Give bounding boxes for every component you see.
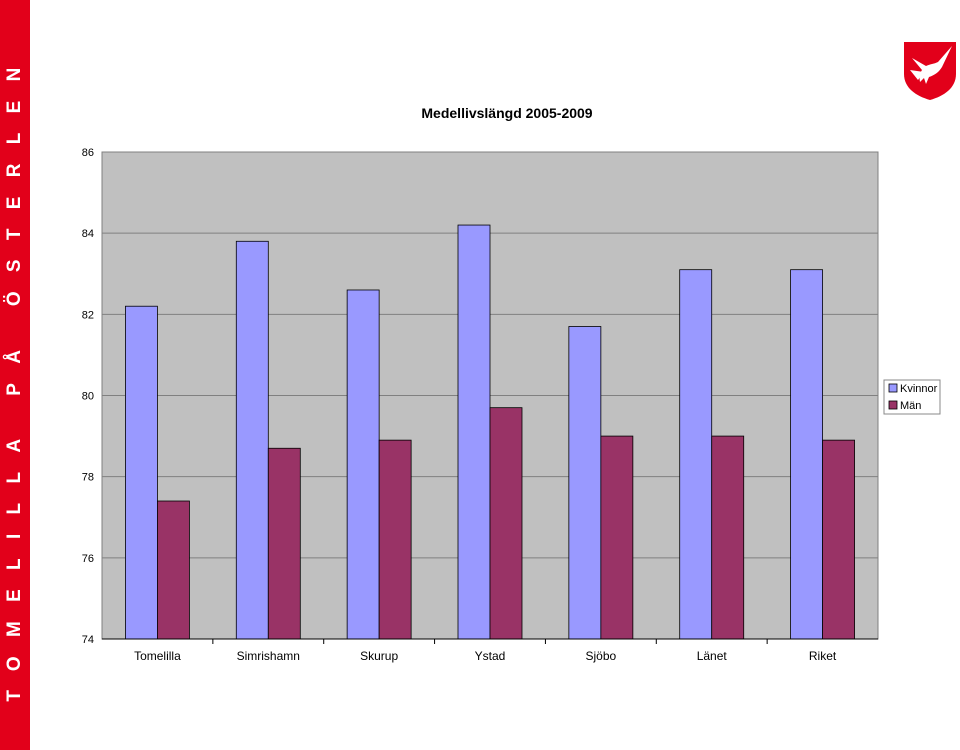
bar-man-skurup <box>378 439 412 640</box>
chart-title: Medellivslängd 2005-2009 <box>421 105 592 121</box>
sidebar-band: TOMELILLA PÅ ÖSTERLEN <box>0 0 30 750</box>
y-tick-label: 78 <box>82 472 94 484</box>
bar-man-sjöbo <box>600 435 634 640</box>
bar-kvinnor-riket <box>790 269 823 640</box>
x-axis-labels: Tomelilla Simrishamn Skurup Ystad Sjöbo Länet… <box>134 639 837 663</box>
legend-label-kvinnor: Kvinnor <box>900 383 938 395</box>
x-tick-label: Länet <box>697 649 728 663</box>
bars <box>125 224 855 640</box>
bar-man-riket <box>822 439 855 640</box>
bar-man-länet <box>711 435 745 640</box>
bar-kvinnor-ystad <box>457 224 491 640</box>
x-tick-label: Ystad <box>475 649 506 663</box>
x-tick-label: Tomelilla <box>134 649 181 663</box>
x-tick-label: Skurup <box>360 649 398 663</box>
y-tick-label: 82 <box>82 309 94 321</box>
y-tick-label: 76 <box>82 553 94 565</box>
x-tick-label: Riket <box>809 649 837 663</box>
bar-kvinnor-sjöbo <box>568 326 602 640</box>
y-tick-label: 74 <box>82 634 94 646</box>
kite-wing-shape <box>910 70 924 80</box>
bar-man-ystad <box>489 407 523 640</box>
bar-kvinnor-skurup <box>346 289 380 640</box>
legend-swatch-man <box>888 400 898 410</box>
x-tick-label: Sjöbo <box>586 649 617 663</box>
bar-kvinnor-tomelilla <box>125 305 158 640</box>
x-tick-label: Simrishamn <box>237 649 300 663</box>
red-kite-shield-icon <box>904 42 956 100</box>
y-tick-label: 80 <box>82 391 94 403</box>
y-tick-label: 84 <box>82 228 94 240</box>
y-axis-ticks: 74 76 78 80 82 84 86 <box>82 147 94 646</box>
legend: Kvinnor Män <box>883 379 941 415</box>
bar-man-simrishamn <box>267 447 301 640</box>
y-tick-label: 86 <box>82 147 94 159</box>
bar-man-tomelilla <box>157 500 190 640</box>
bar-kvinnor-länet <box>679 269 713 640</box>
bar-kvinnor-simrishamn <box>235 240 269 640</box>
legend-swatch-kvinnor <box>888 383 898 393</box>
legend-label-man: Män <box>900 400 921 412</box>
